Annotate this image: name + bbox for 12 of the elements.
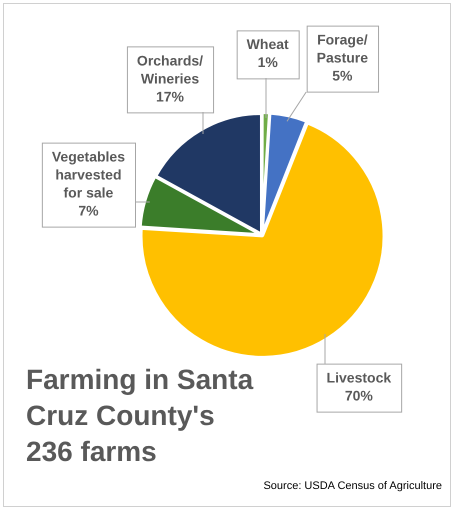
slice-label: Forage/Pasture [316,31,368,66]
data-label: 7% [78,202,100,218]
data-label: 17% [156,88,185,104]
slice-label: Wheat [246,36,290,52]
source-note: Source: USDA Census of Agriculture [263,480,442,492]
data-label: 1% [258,54,278,70]
data-label: 5% [332,67,354,84]
slice-label: Livestock [326,369,392,386]
text: Farming in Santa Cruz County's 236 farms [26,363,254,469]
slice-label: Orchards/Wineries [136,52,204,86]
slice-label: Vegetables harvested for sale [52,148,126,200]
data-label: 70% [344,387,374,404]
